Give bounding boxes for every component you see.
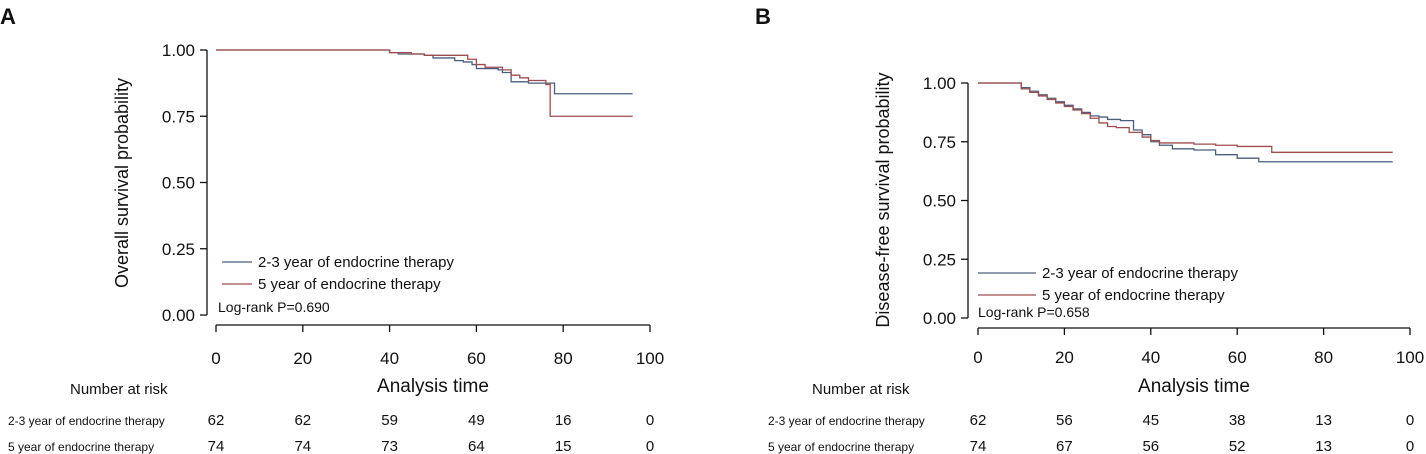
risk-row-label: 2-3 year of endocrine therapy	[768, 414, 925, 428]
risk-value: 56	[1142, 438, 1159, 454]
series-line-2	[978, 82, 1393, 153]
x-tick-label: 80	[554, 349, 573, 368]
risk-value: 13	[1315, 438, 1332, 454]
x-tick-label: 100	[1396, 348, 1424, 367]
risk-value: 67	[1056, 438, 1073, 454]
series-line-1	[216, 49, 633, 95]
log-rank-annotation: Log-rank P=0.658	[978, 304, 1090, 320]
x-axis-label: Analysis time	[1138, 376, 1250, 397]
y-tick-label: 0.00	[923, 309, 956, 328]
risk-value: 38	[1229, 412, 1246, 429]
risk-value: 0	[646, 412, 654, 429]
x-tick-label: 0	[973, 348, 982, 367]
x-tick-label: 0	[211, 349, 220, 368]
risk-value: 74	[208, 438, 225, 454]
legend-entry-1: 2-3 year of endocrine therapy	[1042, 265, 1238, 282]
x-tick-label: 20	[1055, 348, 1074, 367]
log-rank-annotation: Log-rank P=0.690	[218, 299, 330, 315]
risk-value: 62	[294, 412, 311, 429]
y-tick-label: 1.00	[923, 74, 956, 93]
risk-value: 74	[970, 438, 987, 454]
x-tick-label: 60	[467, 349, 486, 368]
y-tick-label: 0.25	[162, 240, 195, 259]
x-tick-label: 80	[1314, 348, 1333, 367]
y-tick-label: 0.75	[162, 107, 195, 126]
risk-value: 16	[555, 412, 572, 429]
risk-value: 52	[1229, 438, 1246, 454]
risk-value: 0	[1406, 438, 1414, 454]
risk-value: 73	[381, 438, 398, 454]
risk-row-label: 2-3 year of endocrine therapy	[8, 414, 165, 428]
panel-label: A	[0, 4, 16, 29]
series-line-1	[978, 82, 1393, 163]
risk-value: 0	[1406, 412, 1414, 429]
x-tick-label: 60	[1228, 348, 1247, 367]
risk-value: 74	[294, 438, 311, 454]
risk-value: 15	[555, 438, 572, 454]
legend-entry-2: 5 year of endocrine therapy	[258, 276, 441, 293]
panel-a: A 0.00 0.25 0.50 0.75 1.00 Overall survival pr…	[0, 4, 664, 454]
y-tick-label: 0.50	[162, 174, 195, 193]
risk-row-label: 5 year of endocrine therapy	[8, 440, 154, 454]
risk-value: 49	[468, 412, 485, 429]
x-axis-label: Analysis time	[377, 376, 489, 397]
x-tick-label: 100	[636, 349, 664, 368]
risk-value: 13	[1315, 412, 1332, 429]
x-tick-label: 40	[380, 349, 399, 368]
x-tick-label: 20	[293, 349, 312, 368]
y-axis-label: Disease-free survival probability	[873, 72, 893, 327]
y-tick-label: 0.75	[923, 133, 956, 152]
risk-row-label: 5 year of endocrine therapy	[768, 440, 914, 454]
x-tick-label: 40	[1141, 348, 1160, 367]
risk-value: 62	[208, 412, 225, 429]
risk-value: 56	[1056, 412, 1073, 429]
risk-value: 45	[1142, 412, 1159, 429]
risk-value: 64	[468, 438, 485, 454]
risk-table-title: Number at risk	[812, 381, 910, 398]
risk-table-title: Number at risk	[70, 381, 168, 398]
y-tick-label: 1.00	[162, 41, 195, 60]
y-tick-label: 0.25	[923, 250, 956, 269]
series-line-2	[216, 49, 633, 117]
panel-label: B	[755, 4, 771, 29]
risk-value: 62	[970, 412, 987, 429]
risk-value: 0	[646, 438, 654, 454]
y-tick-label: 0.00	[162, 306, 195, 325]
y-tick-label: 0.50	[923, 192, 956, 211]
risk-value: 59	[381, 412, 398, 429]
legend-entry-2: 5 year of endocrine therapy	[1042, 287, 1225, 304]
y-axis-label: Overall survival probability	[112, 78, 132, 288]
panel-b: B 0.00 0.25 0.50 0.75 1.00 Disease-free surviv…	[755, 4, 1424, 454]
legend-entry-1: 2-3 year of endocrine therapy	[258, 254, 454, 271]
